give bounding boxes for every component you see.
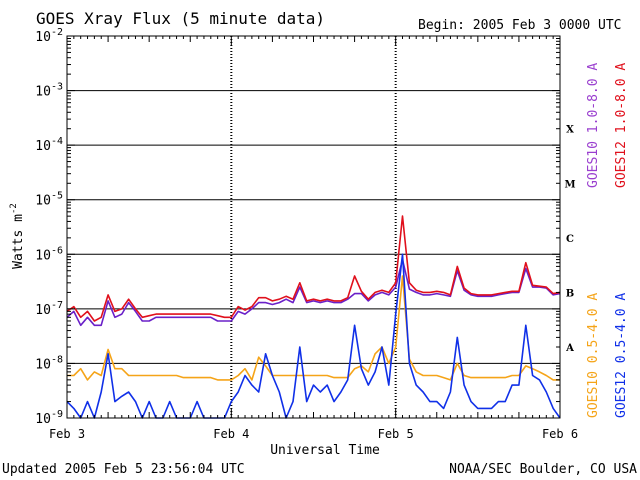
series-lines <box>66 215 561 419</box>
begin-label: Begin: 2005 Feb 3 0000 UTC <box>418 18 622 33</box>
y-tick-label: 10-2 <box>35 27 63 45</box>
y-axis-label-text: Watts m <box>11 214 26 269</box>
series-line <box>66 258 561 327</box>
x-tick-labels: Feb 3 Feb 4 Feb 5 Feb 6 <box>49 427 578 441</box>
series-line <box>66 253 561 419</box>
x-axis-label: Universal Time <box>270 443 380 458</box>
flare-class-label: X <box>566 125 574 136</box>
legend-entry: GOES10 0.5-4.0 A <box>586 293 601 418</box>
y-tick-label: 10-5 <box>35 191 63 209</box>
y-tick-label: 10-8 <box>35 354 63 372</box>
y-tick-label: 10-4 <box>35 136 63 154</box>
y-axis-label-exp: -2 <box>9 203 19 214</box>
legend-label: GOES12 1.0-8.0 A <box>614 63 629 188</box>
y-tick-label: 10-7 <box>35 300 63 318</box>
legend-label: GOES12 0.5-4.0 A <box>614 293 629 418</box>
axis-ticks <box>66 36 561 419</box>
legend: GOES10 1.0-8.0 A GOES12 1.0-8.0 A GOES10 0… <box>586 63 629 418</box>
legend-entry: GOES12 0.5-4.0 A <box>614 293 629 418</box>
series-line <box>67 275 560 381</box>
x-tick-label: Feb 5 <box>378 427 414 441</box>
y-tick-label: 10-6 <box>35 245 63 263</box>
legend-entry: GOES10 1.0-8.0 A <box>586 63 601 188</box>
gridlines <box>67 36 560 418</box>
updated-timestamp: Updated 2005 Feb 5 23:56:04 UTC <box>2 462 245 477</box>
flare-class-labels: X M C B A <box>564 125 575 354</box>
flare-class-label: M <box>564 179 575 190</box>
legend-entry: GOES12 1.0-8.0 A <box>614 63 629 188</box>
y-tick-label: 10-3 <box>35 82 63 100</box>
x-tick-label: Feb 3 <box>49 427 85 441</box>
flare-class-label: C <box>566 234 574 245</box>
chart-title: GOES Xray Flux (5 minute data) <box>36 9 325 28</box>
plot-frame <box>66 35 561 419</box>
x-tick-label: Feb 4 <box>213 427 249 441</box>
y-axis-label: Watts m-2 <box>9 203 26 269</box>
flare-class-label: B <box>566 288 574 299</box>
y-tick-labels: 10-9 10-8 10-7 10-6 10-5 10-4 10-3 10-2 <box>35 27 63 427</box>
legend-label: GOES10 1.0-8.0 A <box>586 63 601 188</box>
credit-label: NOAA/SEC Boulder, CO USA <box>449 462 637 477</box>
series-line <box>66 215 561 322</box>
svg-text:Watts m-2: Watts m-2 <box>9 203 26 269</box>
flare-class-label: A <box>565 343 574 354</box>
y-tick-label: 10-9 <box>35 409 63 427</box>
x-tick-label: Feb 6 <box>542 427 578 441</box>
legend-label: GOES10 0.5-4.0 A <box>586 293 601 418</box>
